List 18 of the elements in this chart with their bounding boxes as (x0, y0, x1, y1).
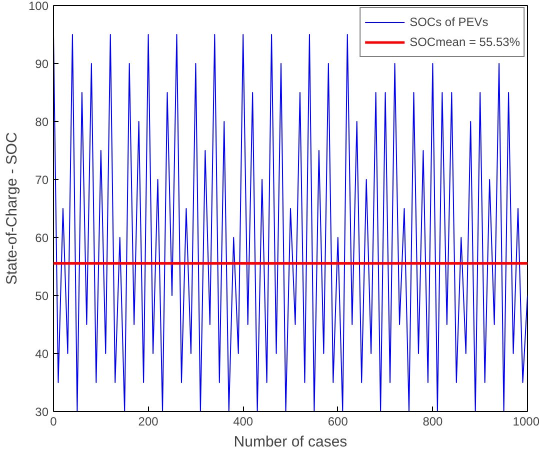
x-tick-label: 400 (233, 414, 254, 428)
y-tick-label: 90 (35, 57, 49, 71)
x-axis-title: Number of cases (234, 434, 348, 450)
x-tick-label: 0 (50, 414, 58, 428)
y-tick-label: 70 (35, 173, 49, 187)
x-tick-label: 1000 (512, 414, 539, 428)
legend-label: SOCs of PEVs (410, 15, 488, 29)
legend-label: SOCmean = 55.53% (410, 35, 520, 49)
x-tick-label: 200 (138, 414, 159, 428)
y-tick-label: 40 (35, 347, 49, 361)
y-tick-label: 50 (35, 289, 49, 303)
y-tick-label: 60 (35, 231, 49, 245)
x-tick-label: 800 (422, 414, 444, 428)
y-tick-label: 30 (35, 405, 49, 419)
y-tick-label: 80 (35, 115, 49, 129)
y-axis-title: State-of-Charge - SOC (3, 132, 20, 285)
y-tick-label: 100 (28, 0, 49, 13)
x-tick-label: 600 (328, 414, 348, 428)
